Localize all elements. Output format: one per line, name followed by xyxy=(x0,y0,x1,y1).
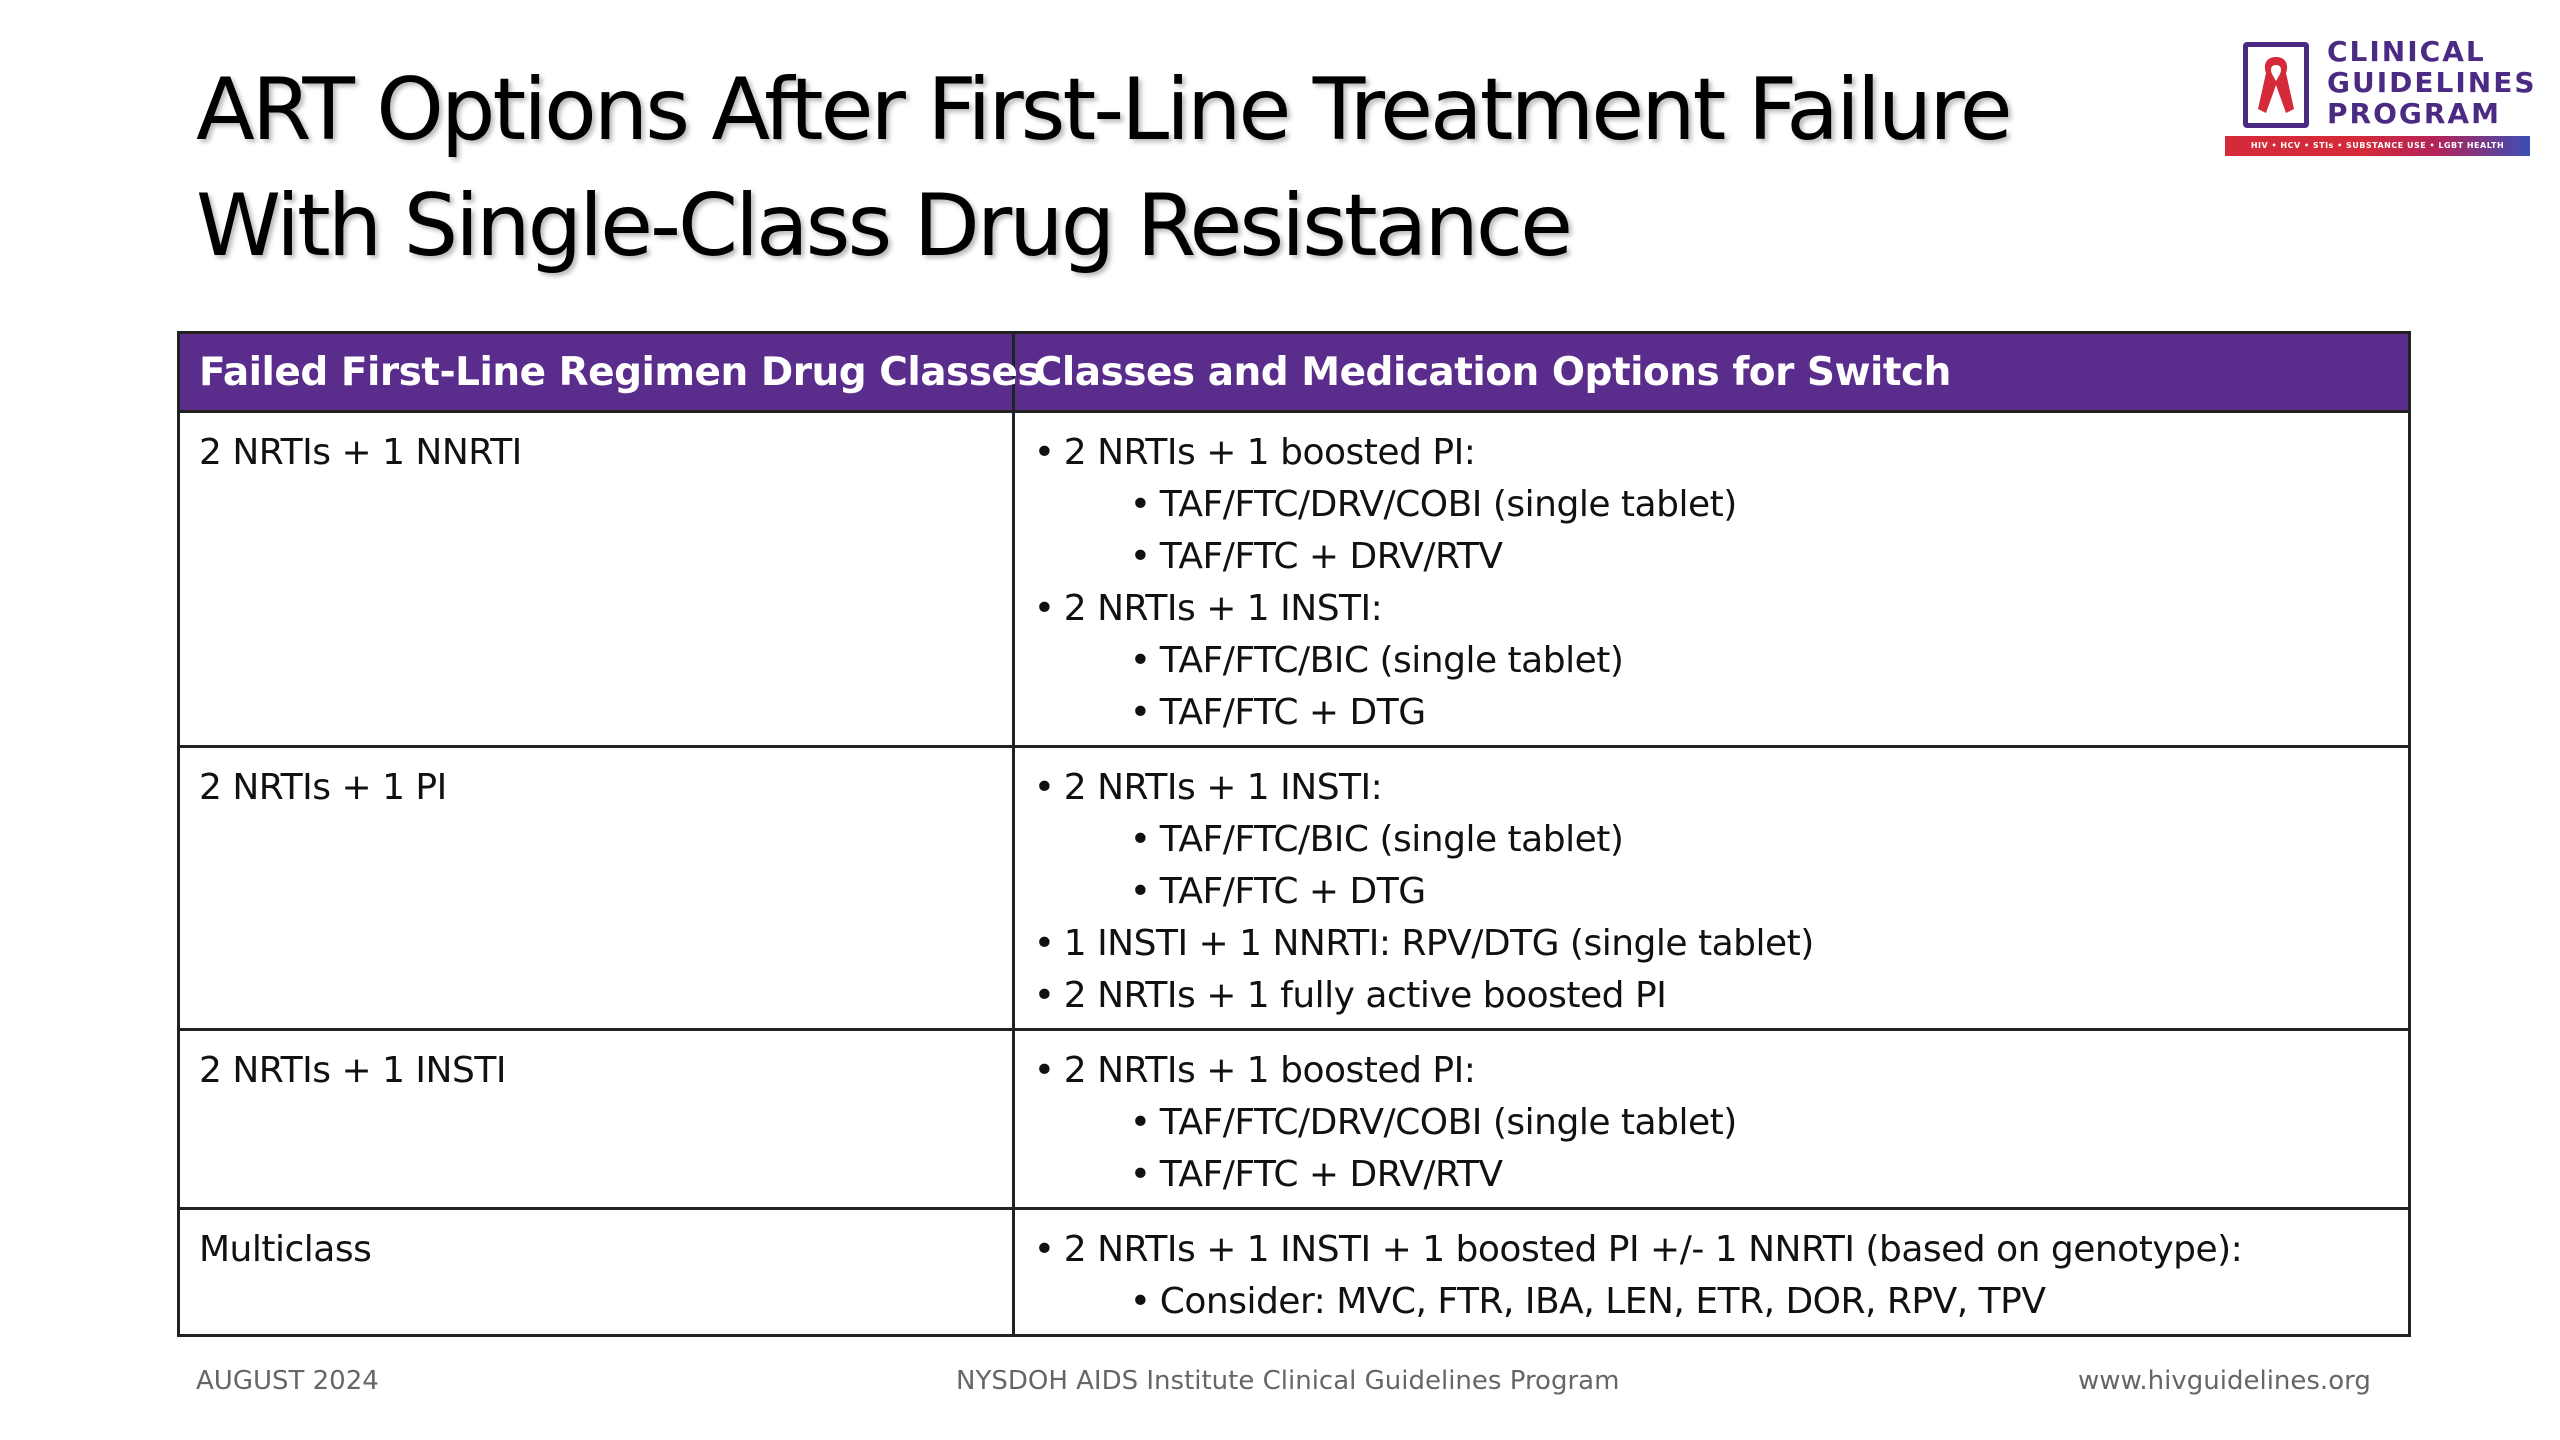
red-ribbon-icon xyxy=(2258,57,2294,113)
option-item: • 2 NRTIs + 1 fully active boosted PI xyxy=(1034,970,2408,1022)
options-cell: • 2 NRTIs + 1 INSTI: • TAF/FTC/BIC (single … xyxy=(1011,745,2412,1031)
option-text: 2 NRTIs + 1 boosted PI: xyxy=(1063,1050,1476,1091)
logo-line-1: CLINICAL xyxy=(2327,35,2486,68)
table-row: Multiclass • 2 NRTIs + 1 INSTI + 1 boosted… xyxy=(177,1207,2412,1337)
logo-emblem xyxy=(2243,42,2309,128)
option-text: 2 NRTIs + 1 INSTI + 1 boosted PI +/- 1 N… xyxy=(1063,1229,2243,1270)
option-subitem: • TAF/FTC/DRV/COBI (single tablet) xyxy=(1034,479,2408,531)
option-text: 1 INSTI + 1 NNRTI: RPV/DTG (single table… xyxy=(1063,923,1815,964)
regimen-cell: 2 NRTIs + 1 INSTI xyxy=(177,1028,1015,1210)
bullet-icon: • xyxy=(1129,536,1151,577)
bullet-icon: • xyxy=(1129,640,1151,681)
option-text: TAF/FTC + DTG xyxy=(1159,871,1426,912)
header-failed-regimen: Failed First-Line Regimen Drug Classes xyxy=(177,331,1041,413)
bullet-icon: • xyxy=(1129,819,1151,860)
clinical-guidelines-program-logo: CLINICAL GUIDELINES PROGRAM HIV • HCV • … xyxy=(2225,36,2535,160)
header-switch-options: Classes and Medication Options for Switc… xyxy=(1011,331,2412,413)
bullet-icon: • xyxy=(1129,1281,1151,1322)
table-row: 2 NRTIs + 1 PI • 2 NRTIs + 1 INSTI: • TAF/FT… xyxy=(177,745,2412,1031)
option-text: TAF/FTC + DRV/RTV xyxy=(1159,536,1503,577)
option-item: • 2 NRTIs + 1 INSTI: xyxy=(1034,762,2408,814)
option-item: • 2 NRTIs + 1 INSTI + 1 boosted PI +/- 1 … xyxy=(1034,1224,2408,1276)
option-item: • 2 NRTIs + 1 boosted PI: xyxy=(1034,1045,2408,1097)
regimen-cell: 2 NRTIs + 1 NNRTI xyxy=(177,410,1015,748)
bullet-icon: • xyxy=(1033,432,1055,473)
option-subitem: • TAF/FTC + DRV/RTV xyxy=(1034,531,2408,583)
option-subitem: • TAF/FTC + DTG xyxy=(1034,687,2408,739)
footer-date: AUGUST 2024 xyxy=(196,1366,379,1396)
option-text: TAF/FTC + DRV/RTV xyxy=(1159,1154,1503,1195)
option-item: • 1 INSTI + 1 NNRTI: RPV/DTG (single tabl… xyxy=(1034,918,2408,970)
option-text: TAF/FTC/BIC (single tablet) xyxy=(1159,640,1624,681)
bullet-icon: • xyxy=(1129,1154,1151,1195)
bullet-icon: • xyxy=(1129,1102,1151,1143)
option-text: TAF/FTC/BIC (single tablet) xyxy=(1159,819,1624,860)
option-text: 2 NRTIs + 1 boosted PI: xyxy=(1063,432,1476,473)
bullet-icon: • xyxy=(1129,692,1151,733)
option-subitem: • TAF/FTC/DRV/COBI (single tablet) xyxy=(1034,1097,2408,1149)
regimen-cell: Multiclass xyxy=(177,1207,1015,1337)
table-row: 2 NRTIs + 1 INSTI • 2 NRTIs + 1 boosted PI… xyxy=(177,1028,2412,1210)
logo-wordmark: CLINICAL GUIDELINES PROGRAM xyxy=(2327,36,2537,129)
bullet-icon: • xyxy=(1129,484,1151,525)
slide-title-line-2: With Single-Class Drug Resistance xyxy=(196,176,1573,276)
table-row: 2 NRTIs + 1 NNRTI • 2 NRTIs + 1 boosted PI… xyxy=(177,410,2412,748)
bullet-icon: • xyxy=(1033,975,1055,1016)
table-header-row: Failed First-Line Regimen Drug Classes C… xyxy=(177,331,2412,413)
option-text: 2 NRTIs + 1 fully active boosted PI xyxy=(1063,975,1667,1016)
option-text: 2 NRTIs + 1 INSTI: xyxy=(1063,588,1383,629)
slide-title-line-1: ART Options After First-Line Treatment F… xyxy=(196,60,2013,160)
option-text: TAF/FTC/DRV/COBI (single tablet) xyxy=(1159,1102,1738,1143)
option-item: • 2 NRTIs + 1 boosted PI: xyxy=(1034,427,2408,479)
regimen-cell: 2 NRTIs + 1 PI xyxy=(177,745,1015,1031)
options-cell: • 2 NRTIs + 1 boosted PI: • TAF/FTC/DRV/COB… xyxy=(1011,1028,2412,1210)
footer-program: NYSDOH AIDS Institute Clinical Guideline… xyxy=(956,1366,1620,1396)
logo-line-2: GUIDELINES xyxy=(2327,66,2537,99)
option-subitem: • TAF/FTC + DTG xyxy=(1034,866,2408,918)
bullet-icon: • xyxy=(1033,588,1055,629)
bullet-icon: • xyxy=(1033,1050,1055,1091)
option-subitem: • Consider: MVC, FTR, IBA, LEN, ETR, DOR,… xyxy=(1034,1276,2408,1328)
bullet-icon: • xyxy=(1033,923,1055,964)
logo-line-3: PROGRAM xyxy=(2327,97,2501,130)
option-subitem: • TAF/FTC/BIC (single tablet) xyxy=(1034,635,2408,687)
bullet-icon: • xyxy=(1129,871,1151,912)
option-text: Consider: MVC, FTR, IBA, LEN, ETR, DOR, … xyxy=(1159,1281,2046,1322)
option-text: TAF/FTC/DRV/COBI (single tablet) xyxy=(1159,484,1738,525)
slide-title: ART Options After First-Line Treatment F… xyxy=(196,52,2196,284)
option-text: TAF/FTC + DTG xyxy=(1159,692,1426,733)
options-cell: • 2 NRTIs + 1 boosted PI: • TAF/FTC/DRV/COB… xyxy=(1011,410,2412,748)
options-cell: • 2 NRTIs + 1 INSTI + 1 boosted PI +/- 1 … xyxy=(1011,1207,2412,1337)
art-options-table: Failed First-Line Regimen Drug Classes C… xyxy=(177,331,2412,1337)
footer-website: www.hivguidelines.org xyxy=(2078,1366,2371,1396)
table-body: 2 NRTIs + 1 NNRTI • 2 NRTIs + 1 boosted PI… xyxy=(177,410,2412,1337)
option-text: 2 NRTIs + 1 INSTI: xyxy=(1063,767,1383,808)
logo-tagline-bar: HIV • HCV • STIs • SUBSTANCE USE • LGBT … xyxy=(2225,136,2530,156)
bullet-icon: • xyxy=(1033,767,1055,808)
option-subitem: • TAF/FTC/BIC (single tablet) xyxy=(1034,814,2408,866)
option-subitem: • TAF/FTC + DRV/RTV xyxy=(1034,1149,2408,1201)
option-item: • 2 NRTIs + 1 INSTI: xyxy=(1034,583,2408,635)
bullet-icon: • xyxy=(1033,1229,1055,1270)
